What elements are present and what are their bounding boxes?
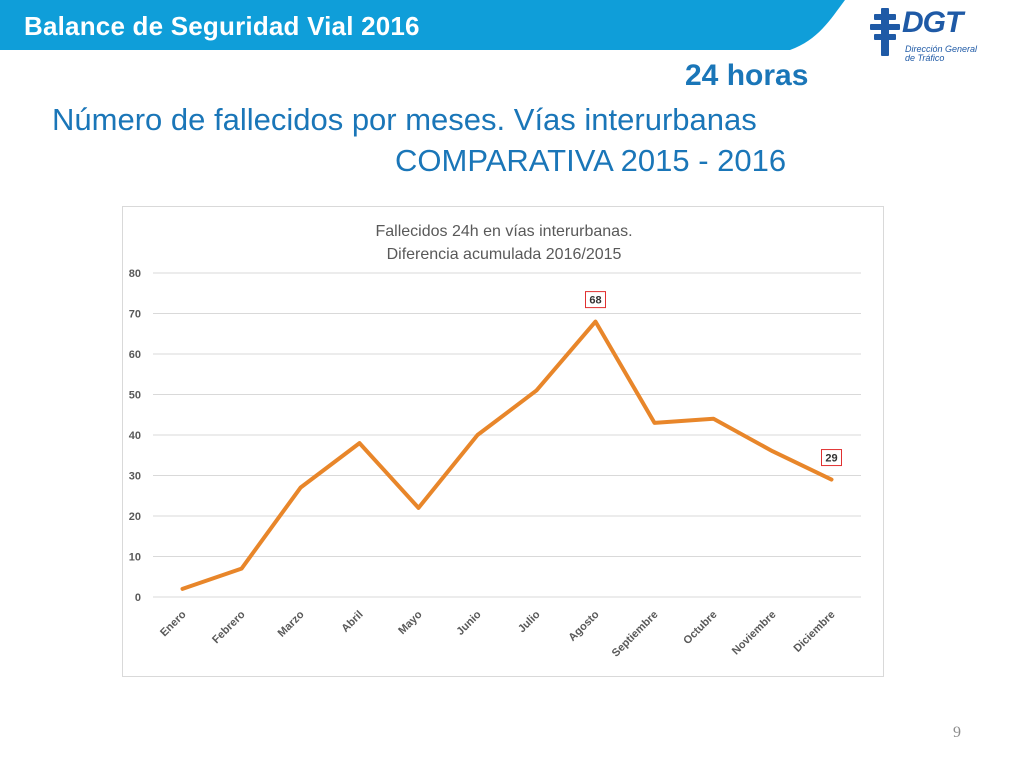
x-tick-label-junio: Junio (454, 608, 483, 637)
header-bar: Balance de Seguridad Vial 2016 (0, 0, 1024, 54)
data-point-abril (358, 441, 361, 445)
x-tick-label-julio: Julio (516, 608, 543, 635)
x-tick-label-marzo: Marzo (276, 608, 307, 639)
x-tick-label-abril: Abril (339, 609, 365, 635)
data-point-octubre (712, 417, 715, 421)
x-tick-label-octubre: Octubre (681, 609, 719, 647)
y-tick-label: 40 (129, 430, 141, 442)
header-bar-shape (0, 0, 845, 50)
dgt-logo-icon (870, 8, 900, 56)
data-point-julio (535, 388, 538, 392)
y-tick-label: 10 (129, 552, 141, 564)
x-tick-label-mayo: Mayo (396, 608, 425, 637)
data-point-mayo (417, 506, 420, 510)
data-point-agosto (594, 320, 597, 324)
slide-title-comparison: COMPARATIVA 2015 - 2016 (395, 143, 787, 178)
header-title: Balance de Seguridad Vial 2016 (24, 11, 420, 41)
data-point-diciembre (830, 478, 833, 482)
page-number: 9 (953, 724, 961, 741)
x-tick-label-agosto: Agosto (566, 608, 601, 643)
slide-title-24h: 24 horas (685, 59, 809, 92)
logo-brand: DGT (902, 6, 963, 39)
logo-subtitle-line1: Dirección General (905, 44, 978, 54)
x-tick-label-noviembre: Noviembre (730, 609, 779, 658)
chart-title: Fallecidos 24h en vías interurbanas. (375, 223, 632, 240)
data-label-agosto: 68 (589, 295, 601, 307)
data-point-noviembre (771, 449, 774, 453)
chart-frame: Fallecidos 24h en vías interurbanas. Dife… (122, 206, 884, 677)
line-chart: Fallecidos 24h en vías interurbanas. Dife… (129, 223, 861, 660)
data-label-box-agosto (585, 291, 606, 309)
chart-subtitle: Diferencia acumulada 2016/2015 (387, 246, 622, 263)
data-point-septiembre (653, 421, 656, 425)
data-point-febrero (240, 567, 243, 571)
y-tick-label: 30 (129, 471, 141, 483)
y-tick-label: 0 (135, 592, 141, 604)
x-tick-label-febrero: Febrero (210, 608, 248, 646)
data-point-enero (181, 587, 184, 591)
y-tick-label: 50 (129, 390, 141, 402)
y-tick-label: 60 (129, 349, 141, 361)
data-point-junio (476, 433, 479, 437)
x-tick-label-enero: Enero (158, 608, 189, 639)
y-tick-label: 80 (129, 268, 141, 280)
slide-title-main: Número de fallecidos por meses. Vías int… (52, 102, 757, 137)
y-tick-label: 70 (129, 309, 141, 321)
logo-subtitle-line2: de Tráfico (905, 53, 945, 63)
data-point-marzo (299, 486, 302, 490)
y-tick-label: 20 (129, 511, 141, 523)
data-label-box-diciembre (821, 449, 842, 467)
x-tick-label-diciembre: Diciembre (792, 609, 838, 655)
x-tick-label-septiembre: Septiembre (610, 609, 661, 660)
data-label-diciembre: 29 (825, 453, 837, 465)
series-line (180, 319, 834, 591)
